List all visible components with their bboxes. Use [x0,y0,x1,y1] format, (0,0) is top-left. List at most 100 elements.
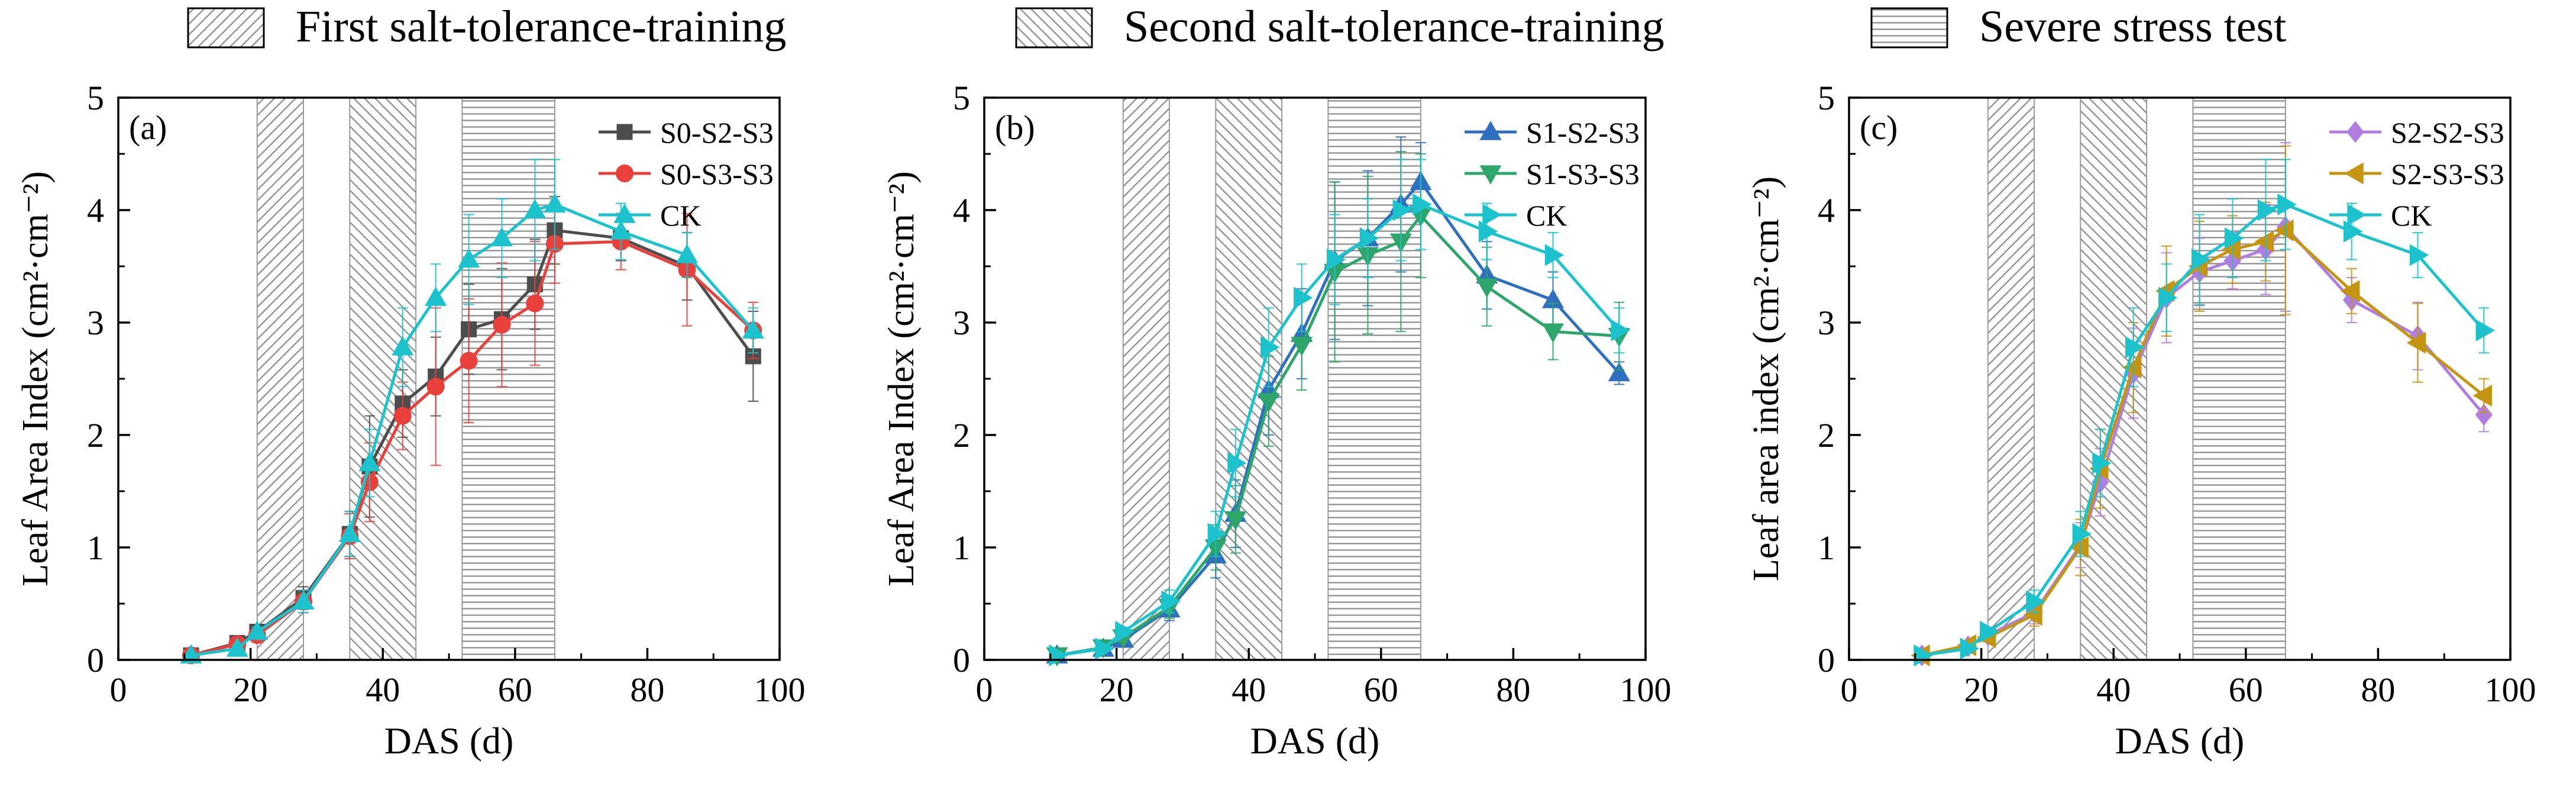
panel-label: (c) [1860,108,1898,147]
data-point [1224,511,1247,531]
top-legend-label: Severe stress test [1979,2,2286,51]
data-point [1611,319,1631,341]
legend-marker [2347,204,2367,226]
legend-entry: S1-S2-S3 [1465,116,1640,149]
y-tick-label: 3 [1818,304,1835,342]
data-point [2475,404,2493,426]
legend-entry: S0-S2-S3 [599,116,774,149]
top-legend-item: Severe stress test [1870,2,2286,51]
legend-label: CK [660,199,701,232]
data-point [742,319,764,339]
x-axis-label: DAS (d) [1250,720,1380,762]
legend-marker [616,124,633,140]
legend-entry: S2-S3-S3 [2329,157,2504,191]
x-tick-label: 40 [2096,671,2131,709]
shaded-period-diag-fwd [1122,97,1171,660]
data-point [457,248,480,268]
legend-label: S2-S2-S3 [2391,116,2504,149]
data-point [523,199,546,218]
series-CK [1049,159,1631,666]
legend-label: CK [1526,199,1567,232]
data-point [226,637,248,657]
data-point [2224,227,2244,250]
x-tick-label: 80 [630,671,664,709]
data-point [1541,323,1565,343]
data-point [2277,193,2297,216]
y-tick-label: 0 [953,641,970,679]
x-tick-label: 80 [1496,671,1530,709]
legend-label: S0-S2-S3 [660,116,774,149]
x-tick-label: 40 [366,671,400,709]
legend-marker [1482,204,1502,226]
x-tick-label: 20 [1964,671,1999,709]
data-point [2072,523,2092,545]
y-tick-label: 5 [953,79,970,117]
legend-marker [1479,121,1502,140]
top-legend-label: First salt-tolerance-training [296,2,786,51]
panel-c: 0 20 40 60 80 100 0 1 2 3 4 5 DAS (d) Leaf area index… [1746,79,2536,762]
data-point [1161,590,1181,613]
series-legend: S2-S2-S3 S2-S3-S3 CK [2329,116,2504,232]
data-point [2069,536,2089,559]
top-legend-item: Second salt-tolerance-training [1015,2,1664,51]
top-legend-label: Second salt-tolerance-training [1124,2,1664,51]
data-point [1326,249,1346,271]
top-legend: First salt-tolerance-training Second salt… [187,2,2286,51]
y-tick-label: 1 [1818,528,1835,567]
panel-b: 0 20 40 60 80 100 0 1 2 3 4 5 DAS (d) Leaf Area Index… [881,79,1672,762]
legend-label: S1-S2-S3 [1526,116,1640,149]
legend-marker [616,165,634,182]
data-point [1980,620,1999,643]
data-point [2475,319,2496,341]
data-point [393,407,412,425]
legend-entry: CK [2329,199,2432,232]
x-tick-label: 100 [2485,671,2536,709]
data-point [425,286,447,306]
data-point [2406,331,2426,354]
legend-entry: S2-S2-S3 [2329,116,2504,149]
legend-entry: CK [1465,199,1567,232]
series-legend: S0-S2-S3 S0-S3-S3 CK [599,116,774,232]
y-tick-label: 1 [953,528,970,567]
data-point [392,336,414,356]
data-point [493,315,511,334]
data-point [490,227,513,247]
top-legend-item: First salt-tolerance-training [187,2,786,51]
x-tick-label: 60 [2229,671,2263,709]
data-point [526,294,544,312]
top-legend-swatch-diag-back [1015,7,1093,49]
data-point [2343,220,2363,243]
x-axis-label: DAS (d) [2115,720,2245,762]
panel-label: (b) [995,108,1035,147]
data-point [1227,452,1247,475]
series-CK [1914,159,2496,666]
data-point [2158,286,2178,309]
data-point [246,620,269,640]
data-point [1291,337,1313,356]
legend-marker [2344,162,2364,185]
panel-a: 0 20 40 60 80 100 0 1 2 3 4 5 DAS (d) Leaf Area Index… [15,79,806,762]
data-point [1095,637,1115,660]
x-tick-label: 60 [1364,671,1398,709]
data-point [2125,336,2145,359]
top-legend-swatch-diag-fwd [187,7,265,49]
data-point [2409,244,2429,266]
shaded-period-diag-back [1215,97,1283,660]
shaded-period-horiz [2192,97,2286,660]
legend-marker [613,204,636,223]
legend-label: S1-S3-S3 [1526,157,1640,191]
data-point [1544,244,1565,266]
data-point [1258,393,1280,412]
x-tick-label: 60 [498,671,532,709]
x-tick-label: 0 [1841,671,1858,709]
data-point [1478,220,1498,243]
data-point [292,590,315,610]
data-point [2023,604,2042,626]
data-point [2274,219,2294,241]
panel-label: (a) [129,108,167,147]
x-tick-label: 100 [1620,671,1672,709]
shaded-period-diag-back [349,97,417,660]
